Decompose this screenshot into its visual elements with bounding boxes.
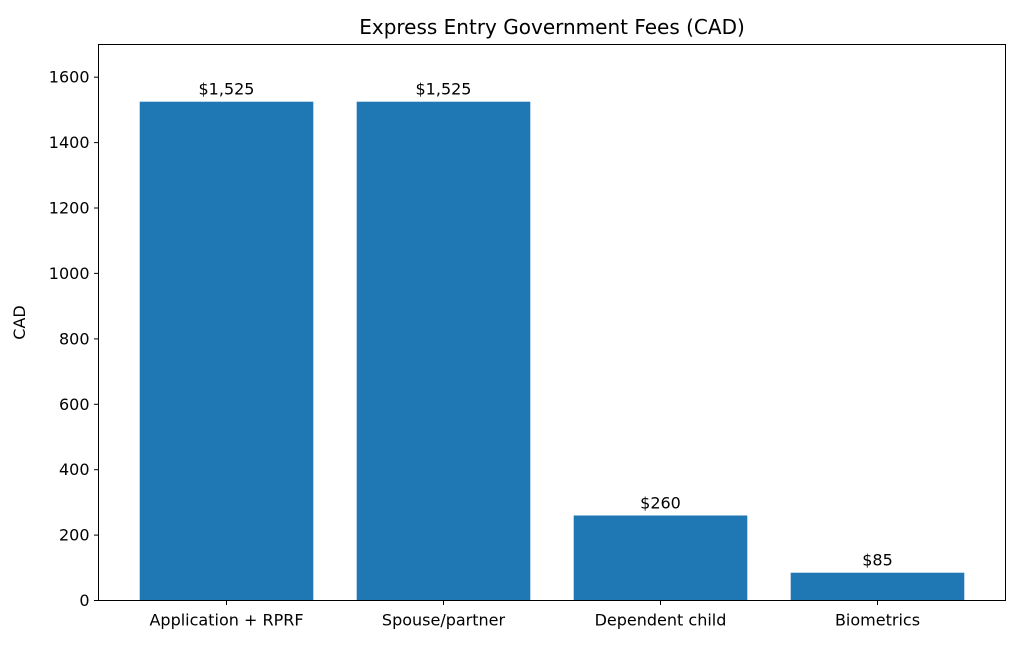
- y-axis-label: CAD: [10, 305, 29, 339]
- bar-2: [356, 101, 531, 601]
- x-tick-label: Spouse/partner: [382, 611, 506, 630]
- bar-value-labels: $1,525 $1,525 $260 $85: [199, 80, 893, 570]
- bars-group: [139, 101, 965, 601]
- y-tick-label: 200: [59, 526, 90, 545]
- x-tick-label: Dependent child: [595, 611, 727, 630]
- y-tick-label: 1400: [49, 133, 90, 152]
- y-axis-ticks: 0 200 400 600 800 1000 1200 1400 1600: [49, 68, 99, 610]
- bar-value-label: $1,525: [199, 80, 255, 99]
- x-tick-label: Biometrics: [835, 611, 920, 630]
- y-tick-label: 600: [59, 395, 90, 414]
- x-tick-label: Application + RPRF: [149, 611, 303, 630]
- bar-4: [790, 572, 965, 601]
- y-tick-label: 0: [79, 591, 89, 610]
- y-tick-label: 1000: [49, 264, 90, 283]
- y-tick-label: 1600: [49, 68, 90, 87]
- bar-1: [139, 101, 314, 601]
- bar-value-label: $85: [862, 551, 893, 570]
- bar-value-label: $260: [640, 494, 681, 513]
- plot-border: [98, 44, 1006, 601]
- y-tick-label: 800: [59, 329, 90, 348]
- chart-title: Express Entry Government Fees (CAD): [359, 15, 745, 39]
- y-tick-label: 1200: [49, 199, 90, 218]
- bar-3: [573, 515, 748, 601]
- x-axis-ticks: Application + RPRF Spouse/partner Dependen…: [149, 600, 920, 630]
- y-tick-label: 400: [59, 460, 90, 479]
- bar-value-label: $1,525: [416, 80, 472, 99]
